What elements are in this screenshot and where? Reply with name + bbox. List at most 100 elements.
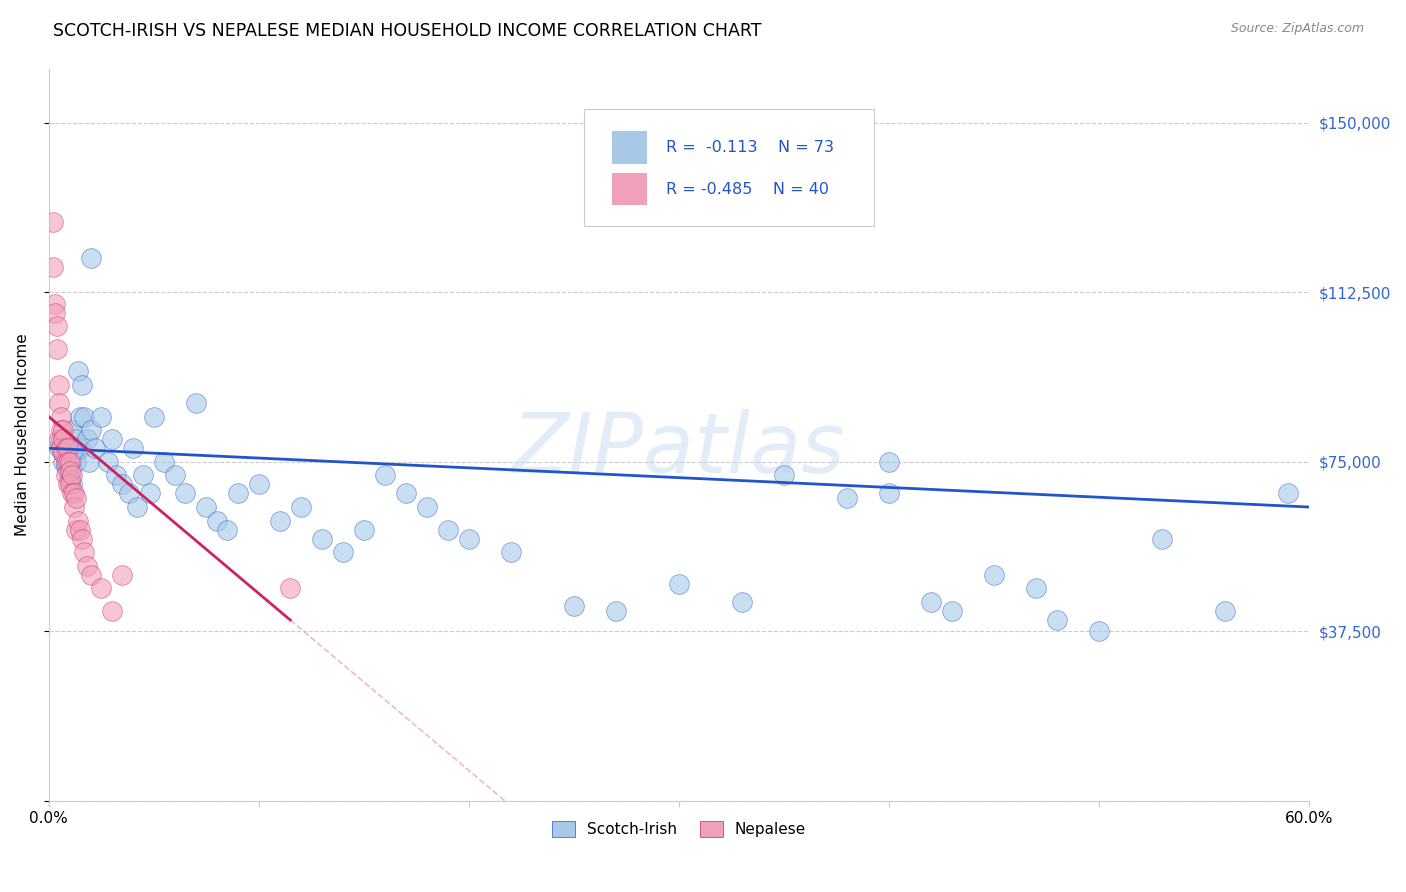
Point <box>69 409 91 424</box>
Point <box>1025 582 1047 596</box>
Point <box>499 545 522 559</box>
Point <box>69 523 91 537</box>
FancyBboxPatch shape <box>612 172 647 205</box>
Point <box>65 432 87 446</box>
Point <box>52 446 75 460</box>
Point <box>374 468 396 483</box>
Point <box>59 468 82 483</box>
Point <box>605 604 627 618</box>
Point <box>59 473 82 487</box>
Point <box>63 442 86 456</box>
Point <box>941 604 963 618</box>
Point <box>920 595 942 609</box>
Point <box>1046 613 1069 627</box>
Point <box>65 523 87 537</box>
Point <box>65 455 87 469</box>
Point <box>1213 604 1236 618</box>
Point <box>90 409 112 424</box>
Point <box>174 486 197 500</box>
Point <box>55 442 77 456</box>
Point <box>48 432 70 446</box>
Point <box>269 514 291 528</box>
Point <box>46 319 69 334</box>
Point <box>184 396 207 410</box>
Point <box>69 442 91 456</box>
Point <box>55 468 77 483</box>
Point <box>436 523 458 537</box>
Point <box>42 215 65 229</box>
Point <box>226 486 249 500</box>
Point <box>163 468 186 483</box>
Point <box>52 455 75 469</box>
Point <box>60 423 83 437</box>
Text: ZIPatlas: ZIPatlas <box>512 409 845 490</box>
Point <box>877 455 900 469</box>
Point <box>76 432 98 446</box>
Point <box>51 409 73 424</box>
Point <box>67 514 90 528</box>
Point <box>111 567 134 582</box>
Point <box>60 468 83 483</box>
Point <box>125 500 148 514</box>
Point <box>562 599 585 614</box>
Point <box>416 500 439 514</box>
FancyBboxPatch shape <box>585 109 875 226</box>
Point <box>51 442 73 456</box>
Point <box>877 486 900 500</box>
Point <box>731 595 754 609</box>
Point <box>278 582 301 596</box>
Point <box>117 486 139 500</box>
Point <box>90 582 112 596</box>
Point <box>55 450 77 465</box>
Point <box>353 523 375 537</box>
Y-axis label: Median Household Income: Median Household Income <box>15 334 30 536</box>
Point <box>132 468 155 483</box>
Point <box>1088 624 1111 639</box>
Point <box>63 486 86 500</box>
Point <box>56 442 79 456</box>
Point <box>52 446 75 460</box>
Point <box>56 455 79 469</box>
Point <box>983 567 1005 582</box>
Point <box>59 455 82 469</box>
Point <box>77 455 100 469</box>
Text: R =  -0.113    N = 73: R = -0.113 N = 73 <box>666 140 834 155</box>
Point <box>111 477 134 491</box>
Point <box>311 532 333 546</box>
Point <box>52 432 75 446</box>
Point <box>76 558 98 573</box>
Text: SCOTCH-IRISH VS NEPALESE MEDIAN HOUSEHOLD INCOME CORRELATION CHART: SCOTCH-IRISH VS NEPALESE MEDIAN HOUSEHOL… <box>53 22 762 40</box>
Point <box>1150 532 1173 546</box>
Point <box>60 477 83 491</box>
Point <box>72 532 94 546</box>
Point <box>48 442 70 456</box>
Point <box>247 477 270 491</box>
Point <box>67 364 90 378</box>
Point <box>63 500 86 514</box>
Text: R = -0.485    N = 40: R = -0.485 N = 40 <box>666 182 830 197</box>
Point <box>1277 486 1299 500</box>
Point <box>48 378 70 392</box>
Point <box>63 450 86 465</box>
Point <box>51 432 73 446</box>
Point <box>153 455 176 469</box>
Text: Source: ZipAtlas.com: Source: ZipAtlas.com <box>1230 22 1364 36</box>
Point <box>100 432 122 446</box>
Point <box>217 523 239 537</box>
Point <box>59 477 82 491</box>
Point <box>59 464 82 478</box>
Point <box>73 409 96 424</box>
Point <box>56 464 79 478</box>
Point <box>138 486 160 500</box>
Point <box>835 491 858 505</box>
Point <box>84 442 107 456</box>
Point <box>65 491 87 505</box>
Point <box>48 396 70 410</box>
Point <box>51 423 73 437</box>
Point <box>205 514 228 528</box>
Point <box>96 455 118 469</box>
Legend: Scotch-Irish, Nepalese: Scotch-Irish, Nepalese <box>544 814 814 845</box>
Point <box>80 423 103 437</box>
Point <box>142 409 165 424</box>
Point <box>395 486 418 500</box>
